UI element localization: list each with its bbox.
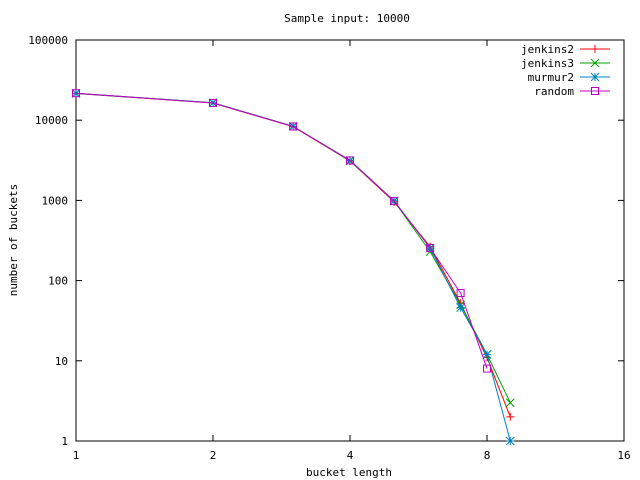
x-tick-label: 2 — [210, 449, 217, 462]
data-point-random — [456, 289, 465, 298]
legend-marker-jenkins3 — [590, 58, 600, 68]
legend-label-jenkins3: jenkins3 — [521, 57, 574, 70]
y-tick-label: 10000 — [35, 114, 68, 127]
y-tick-label: 1000 — [42, 194, 69, 207]
data-point-random — [346, 156, 354, 165]
y-axis-label: number of buckets — [7, 184, 20, 297]
legend-label-random: random — [534, 85, 574, 98]
chart-title: Sample input: 10000 — [284, 12, 410, 25]
y-tick-label: 1 — [61, 435, 68, 448]
data-point-random — [209, 98, 217, 107]
data-point-random — [390, 197, 399, 206]
x-tick-label: 8 — [484, 449, 491, 462]
data-point-random — [426, 243, 435, 252]
x-tick-label: 1 — [73, 449, 80, 462]
data-point-jenkins2 — [506, 412, 515, 421]
x-axis-label: bucket length — [306, 466, 392, 479]
plot-area — [71, 88, 515, 446]
x-tick-label: 16 — [617, 449, 630, 462]
data-point-random — [72, 89, 80, 98]
data-point-random — [289, 122, 298, 131]
data-point-jenkins3 — [505, 398, 515, 408]
legend-marker-random — [591, 87, 599, 95]
legend-label-murmur2: murmur2 — [528, 71, 574, 84]
y-tick-label: 100 — [48, 275, 68, 288]
legend-marker-murmur2 — [590, 72, 600, 82]
data-point-random — [483, 364, 491, 373]
legend-marker-jenkins2 — [591, 45, 599, 53]
data-point-murmur2 — [505, 436, 515, 446]
y-tick-label: 10 — [55, 355, 68, 368]
data-point-murmur2 — [456, 303, 465, 313]
axis-ticks: 1 2 4 8 16 1 10 100 1000 10000 100000 — [28, 34, 630, 462]
y-tick-label: 100000 — [28, 34, 68, 47]
data-point-murmur2 — [482, 350, 492, 359]
series-line-random — [75, 92, 488, 369]
legend-label-jenkins2: jenkins2 — [521, 43, 574, 56]
x-tick-label: 4 — [347, 449, 354, 462]
